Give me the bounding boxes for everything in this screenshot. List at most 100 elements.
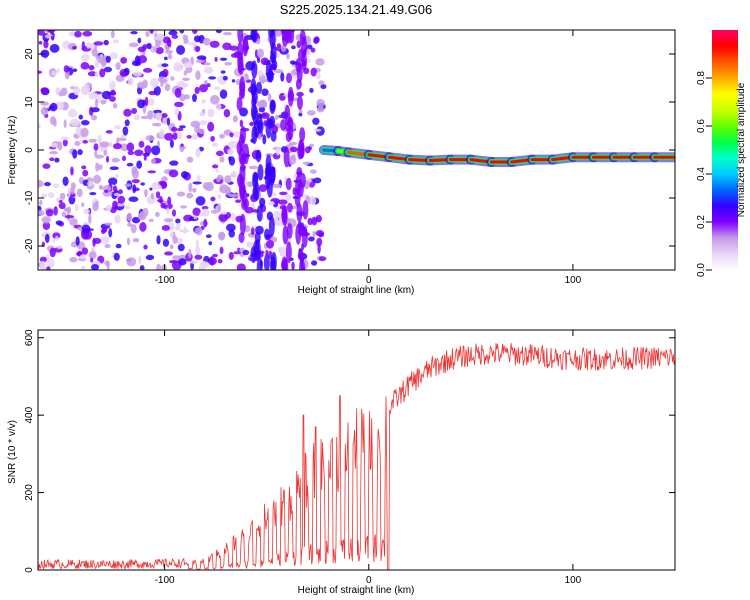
noise-blob (120, 71, 129, 76)
noise-blob (171, 126, 178, 132)
noise-blob (317, 232, 325, 238)
noise-blob (308, 236, 315, 242)
noise-blob (80, 127, 89, 138)
noise-streak (251, 60, 258, 79)
noise-blob (139, 265, 145, 270)
noise-streak (301, 52, 308, 71)
noise-blob (61, 211, 67, 217)
snr-panel: -100 0 100 0 200 400 600 Height of straight li… (7, 329, 676, 596)
noise-blob (109, 80, 116, 90)
noise-streak (252, 171, 259, 183)
noise-blob (219, 156, 225, 163)
noise-blob (176, 191, 186, 197)
noise-streak (256, 81, 263, 94)
noise-blob (150, 78, 159, 88)
noise-blob (309, 169, 317, 174)
noise-blob (58, 202, 66, 210)
noise-streak (251, 30, 258, 44)
noise-streak (267, 68, 274, 83)
noise-blob (108, 227, 113, 238)
noise-blob (82, 83, 91, 93)
noise-blob (168, 30, 178, 36)
noise-streak (282, 258, 289, 270)
noise-blob (290, 154, 296, 161)
noise-streak (256, 205, 263, 222)
spectrogram-x-axis-label: Height of straight line (km) (298, 285, 415, 296)
noise-blob (94, 71, 99, 78)
y-tick-label: 400 (24, 406, 35, 423)
noise-blob (186, 134, 192, 139)
noise-blob (73, 85, 80, 96)
noise-blob (38, 210, 45, 216)
noise-streak (236, 96, 243, 112)
noise-blob (169, 259, 178, 264)
noise-blob (94, 154, 105, 159)
noise-blob (153, 85, 161, 96)
noise-blob (298, 108, 303, 114)
noise-blob (179, 229, 190, 233)
noise-blob (156, 235, 161, 245)
noise-blob (133, 71, 143, 77)
noise-blob (216, 176, 221, 183)
noise-blob (127, 77, 134, 86)
y-tick-label: -10 (24, 190, 35, 205)
noise-blob (104, 222, 113, 226)
noise-blob (175, 225, 181, 231)
noise-blob (227, 140, 238, 149)
noise-blob (87, 71, 97, 77)
noise-blob (144, 145, 152, 155)
noise-blob (112, 102, 118, 109)
noise-blob (205, 234, 212, 239)
noise-blob (122, 126, 129, 136)
noise-blob (88, 251, 97, 260)
noise-blob (46, 30, 56, 33)
noise-blob (137, 37, 142, 44)
noise-blob (126, 212, 133, 222)
noise-blob (148, 98, 155, 106)
noise-blob (308, 145, 312, 151)
noise-blob (167, 196, 172, 205)
noise-blob (201, 208, 210, 217)
noise-blob (278, 92, 286, 101)
noise-blob (318, 80, 325, 86)
noise-blob (124, 183, 132, 187)
noise-blob (86, 41, 91, 49)
noise-streak (270, 251, 277, 270)
noise-blob (224, 61, 232, 66)
noise-blob (199, 84, 208, 93)
noise-blob (149, 187, 153, 191)
noise-blob (82, 30, 93, 37)
noise-blob (130, 223, 137, 234)
noise-blob (248, 165, 259, 170)
noise-blob (166, 207, 170, 215)
y-tick-label: 10 (24, 96, 35, 108)
noise-streak (297, 249, 304, 261)
noise-blob (315, 58, 325, 66)
noise-blob (148, 218, 154, 223)
noise-blob (207, 257, 217, 266)
noise-blob (55, 235, 59, 241)
noise-blob (131, 108, 138, 115)
noise-blob (74, 30, 82, 38)
noise-blob (194, 254, 203, 260)
noise-blob (310, 260, 318, 266)
noise-streak (299, 127, 306, 143)
noise-blob (178, 258, 187, 266)
noise-blob (50, 142, 58, 148)
noise-blob (320, 84, 327, 90)
noise-blob (176, 223, 182, 227)
noise-blob (49, 102, 58, 112)
noise-blob (309, 87, 314, 93)
noise-blob (163, 218, 174, 223)
noise-blob (180, 146, 187, 150)
noise-blob (128, 196, 139, 203)
noise-blob (161, 113, 168, 118)
noise-blob (74, 140, 81, 147)
y-tick-label: -20 (24, 238, 35, 253)
noise-blob (164, 132, 174, 141)
noise-blob (186, 192, 194, 199)
noise-streak (237, 41, 244, 63)
noise-blob (210, 135, 215, 142)
noise-blob (101, 90, 112, 100)
noise-blob (69, 256, 78, 263)
